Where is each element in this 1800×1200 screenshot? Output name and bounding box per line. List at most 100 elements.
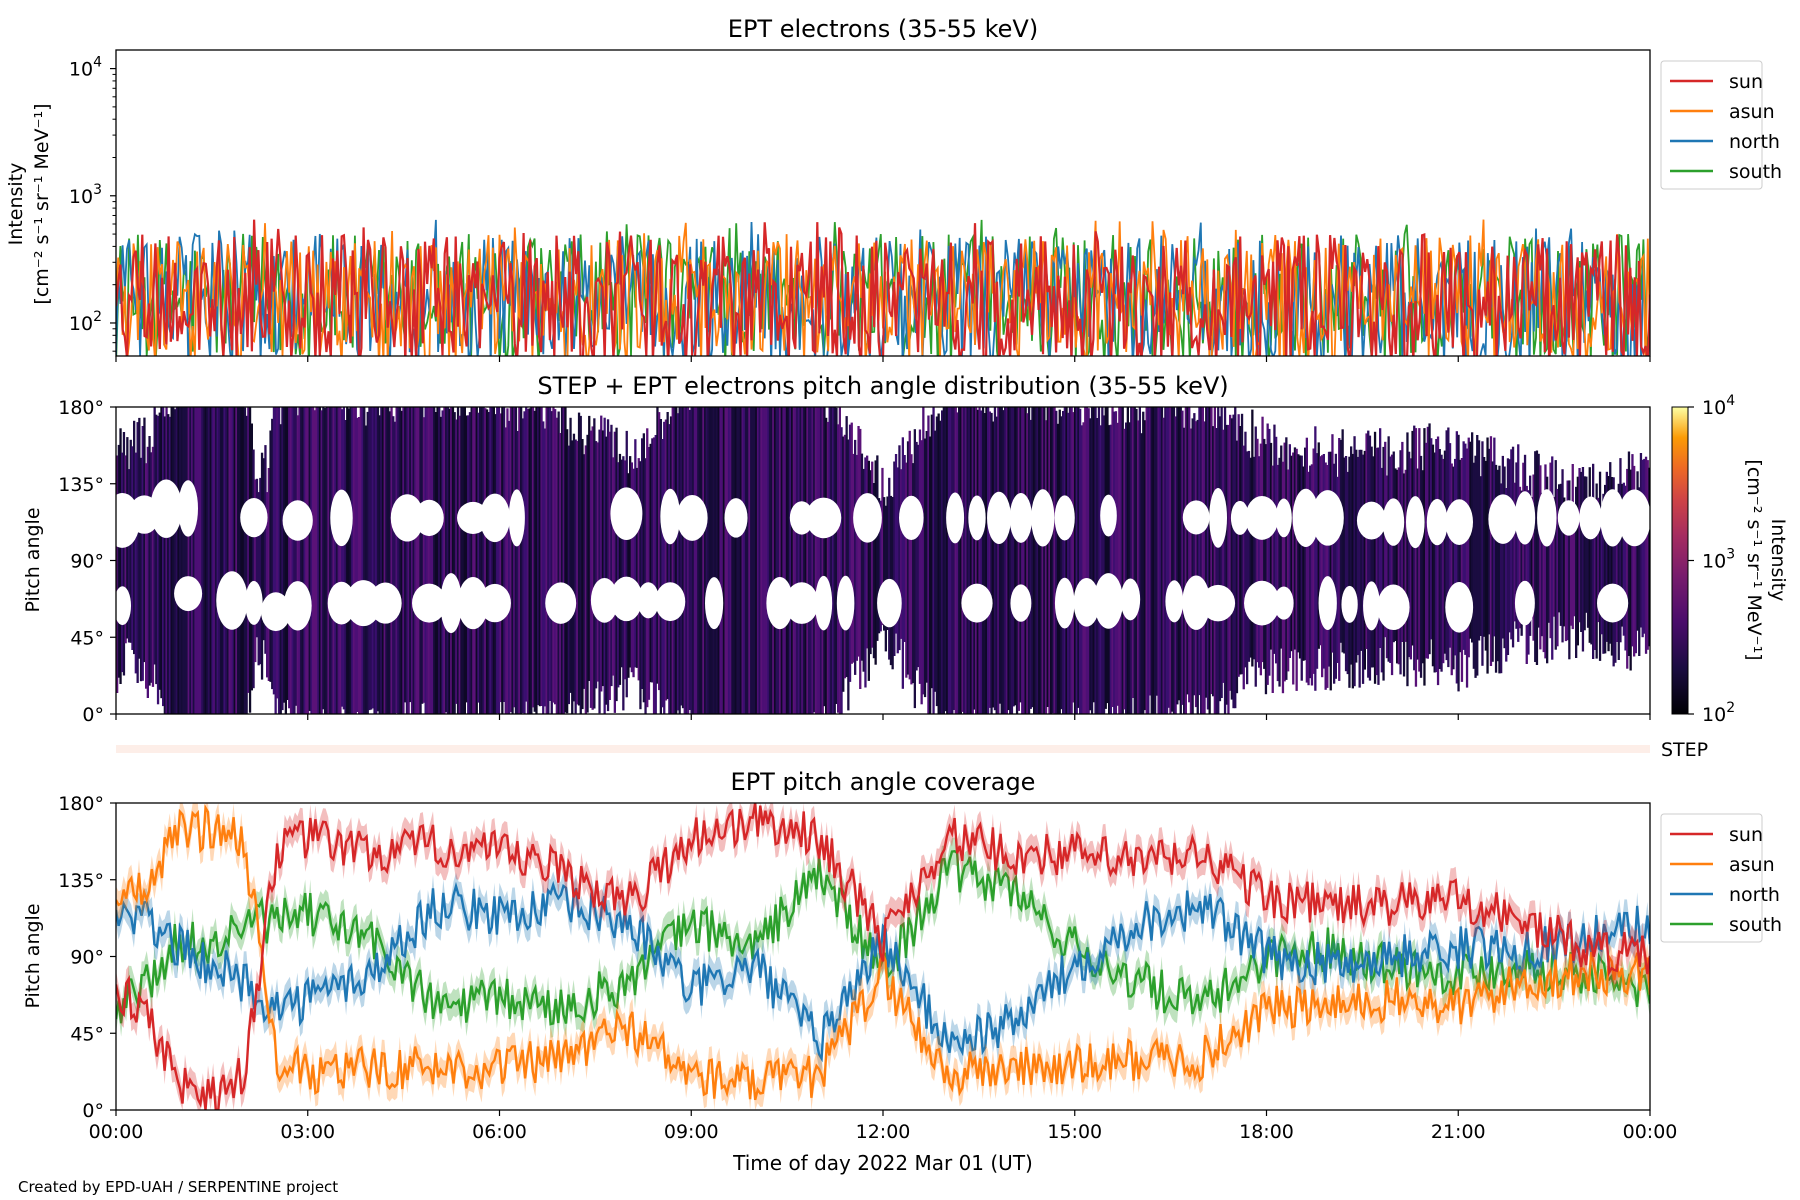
coverage-legend-label-asun: asun — [1729, 854, 1775, 876]
pad-cell — [993, 407, 997, 711]
pad-cell — [990, 412, 993, 714]
pad-cell — [1235, 440, 1239, 694]
pad-cell — [1155, 407, 1158, 696]
pad-cell — [1218, 416, 1222, 702]
pad-cell — [1002, 410, 1005, 714]
pad-cell — [1624, 485, 1627, 651]
pad-cell — [1447, 427, 1450, 668]
pad-gap — [836, 575, 855, 631]
pad-cell — [903, 455, 906, 642]
step-label: STEP — [1661, 739, 1708, 761]
pad-cell — [554, 409, 557, 705]
pad-gap — [1597, 583, 1629, 623]
pad-cell — [1321, 455, 1324, 678]
pad-cell — [830, 407, 833, 714]
pad-cell — [796, 407, 799, 714]
pad-cell — [1004, 407, 1007, 714]
pad-cell — [272, 407, 276, 695]
pad-gap — [1100, 494, 1117, 537]
pad-cell — [1183, 427, 1186, 714]
pad-cell — [1370, 446, 1373, 668]
pad-cell — [334, 407, 337, 714]
pad-cell — [376, 407, 380, 712]
pad-gap — [1009, 492, 1033, 543]
pad-cell — [226, 407, 230, 714]
pad-cell — [1094, 407, 1097, 714]
pad-cell — [1215, 428, 1218, 714]
pad-cell — [358, 417, 361, 714]
pad-cell — [1198, 407, 1201, 696]
pad-cell — [1501, 455, 1504, 639]
pad-cell — [1205, 407, 1208, 698]
pad-cell — [1540, 492, 1544, 637]
pad-cell — [1229, 414, 1232, 691]
pad-gap — [1363, 581, 1380, 631]
pad-cell — [915, 441, 918, 671]
pad-cell — [1372, 456, 1375, 668]
pad-cell — [1290, 455, 1293, 652]
pad-cell — [884, 505, 887, 652]
pad-cell — [838, 407, 841, 714]
pad-cell — [257, 492, 260, 666]
pad-cell — [518, 407, 521, 714]
pad-cell — [912, 463, 915, 684]
pad-cell — [1080, 425, 1083, 714]
pad-cell — [1338, 438, 1341, 681]
pad-cell — [721, 407, 724, 714]
pad-cell — [951, 407, 954, 714]
coverage-panel-title: EPT pitch angle coverage — [731, 768, 1036, 796]
pad-cell — [1588, 467, 1591, 643]
pad-cell — [946, 407, 949, 714]
pad-cell — [1465, 448, 1469, 688]
pad-cell — [1529, 475, 1532, 636]
pad-cell — [494, 414, 497, 714]
pad-cell — [1293, 447, 1297, 650]
pad-cell — [354, 407, 357, 714]
pad-cell — [1355, 449, 1358, 663]
pad-cell — [1479, 476, 1482, 636]
pad-cell — [271, 418, 274, 690]
pad-gap — [1311, 490, 1344, 546]
pad-cell — [736, 407, 739, 714]
intensity-x-ticks — [115, 356, 1651, 362]
pad-cell — [898, 445, 901, 651]
pad-cell — [431, 407, 434, 714]
pad-cell — [1012, 407, 1015, 707]
pad-cell — [1595, 483, 1598, 659]
pad-cell — [252, 449, 255, 689]
pad-cell — [174, 409, 177, 714]
pad-cell — [680, 407, 683, 706]
pad-cell — [209, 407, 212, 714]
pad-cell — [966, 407, 969, 714]
pad-gap — [1426, 498, 1448, 546]
pad-cell — [698, 407, 702, 714]
pad-cell — [789, 407, 792, 714]
pad-cell — [1017, 407, 1020, 711]
pad-cell — [1617, 483, 1620, 660]
intensity-legend-box — [1660, 60, 1763, 190]
pad-cell — [1396, 469, 1399, 664]
pad-cell — [562, 407, 565, 714]
pad-cell — [520, 407, 523, 714]
pad-cell — [146, 446, 149, 698]
pad-cell — [196, 407, 199, 714]
pad-cell — [658, 412, 661, 691]
pad-cell — [1063, 407, 1066, 714]
pad-cell — [1397, 467, 1400, 665]
pad-cell — [681, 407, 685, 709]
pad-cell — [422, 417, 426, 703]
pad-cell — [168, 416, 172, 714]
pad-cell — [1280, 445, 1283, 649]
pad-cell — [992, 421, 995, 708]
pad-cell — [1636, 471, 1639, 631]
pad-cell — [637, 458, 640, 681]
pad-cell — [434, 412, 437, 714]
pad-cell — [613, 431, 616, 713]
pad-cell — [1148, 407, 1152, 696]
pad-cell — [1419, 455, 1423, 678]
pad-cell — [664, 419, 668, 701]
pad-gap — [261, 592, 291, 632]
pad-cell — [482, 407, 485, 714]
pad-cell — [937, 413, 940, 714]
pad-cell — [1619, 458, 1622, 643]
